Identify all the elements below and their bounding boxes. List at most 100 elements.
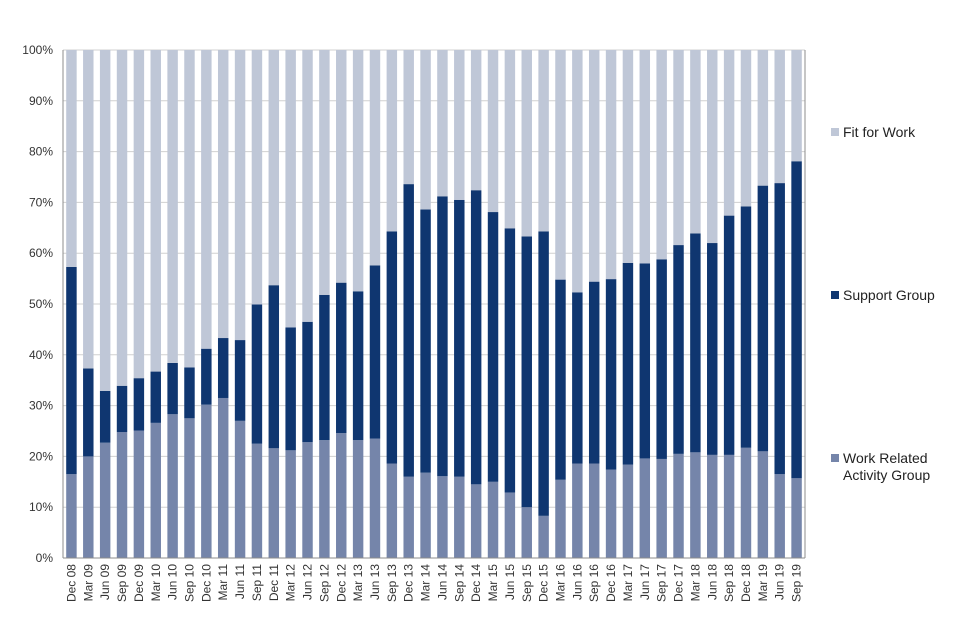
x-tick-label: Jun 10 [166,564,180,600]
bar-segment-wrag [723,454,735,558]
y-tick-label: 30% [29,399,53,413]
legend-label: Activity Group [843,467,930,483]
bar-segment-support-group [791,161,802,479]
x-tick-label: Mar 18 [688,564,702,602]
bar-segment-support-group [470,190,482,485]
bar-segment-fit-for-work [234,50,246,341]
bar-segment-fit-for-work [184,50,195,368]
bar-segment-support-group [116,385,128,433]
bar-segment-fit-for-work [572,50,583,293]
bar-segment-wrag [167,414,178,558]
bar-segment-wrag [437,476,448,558]
x-tick-label: Dec 18 [739,564,753,602]
bar-segment-support-group [622,262,634,465]
bar-segment-fit-for-work [673,50,684,246]
bar-segment-support-group [352,291,364,441]
legend-entry: Support Group [831,287,935,303]
bar-segment-wrag [150,422,161,558]
bar-segment-support-group [133,378,145,431]
bar-segment-support-group [572,292,583,464]
bar-segment-fit-for-work [150,50,161,372]
y-tick-label: 70% [29,195,53,209]
x-tick-label: Sep 10 [182,564,196,602]
bar-segment-support-group [774,183,785,475]
bar-segment-support-group [217,338,229,398]
y-tick-label: 10% [29,500,53,514]
x-tick-label: Sep 13 [385,564,399,602]
x-tick-label: Mar 17 [621,564,635,602]
x-tick-label: Jun 09 [98,564,112,600]
bar-segment-wrag [791,478,802,558]
bar-segment-support-group [319,294,330,441]
y-tick-label: 60% [29,246,53,260]
x-tick-label: Mar 13 [351,564,365,602]
bar-segment-support-group [251,304,263,444]
x-tick-label: Sep 16 [587,564,601,602]
bar-segment-support-group [369,265,381,439]
bar-segment-support-group [538,231,549,516]
bar-segment-support-group [521,236,532,508]
x-tick-label: Mar 11 [216,564,230,601]
bar-segment-support-group [605,279,617,470]
x-tick-label: Mar 14 [419,564,433,602]
x-tick-label: Jun 15 [503,564,517,600]
x-tick-label: Sep 11 [250,564,264,601]
x-tick-label: Jun 18 [705,564,719,600]
x-tick-label: Sep 15 [520,564,534,602]
x-tick-label: Dec 08 [64,564,78,602]
y-tick-label: 0% [36,551,54,565]
bar-segment-wrag [639,458,651,558]
bar-segment-wrag [572,463,583,558]
x-tick-label: Mar 09 [81,564,95,602]
bar-segment-wrag [99,442,111,558]
bar-segment-fit-for-work [707,50,718,244]
bar-segment-wrag [217,397,229,558]
bar-segment-fit-for-work [622,50,634,263]
bar-segment-wrag [268,448,280,558]
x-tick-label: Dec 13 [402,564,416,602]
bar-segment-support-group [386,231,398,464]
bar-segment-wrag [403,476,414,558]
bar-segment-fit-for-work [386,50,398,232]
x-tick-label: Mar 15 [486,564,500,602]
bar-segment-fit-for-work [116,50,128,386]
bar-segment-fit-for-work [83,50,94,369]
bar-segment-support-group [656,259,667,459]
bar-segment-fit-for-work [369,50,381,266]
bar-segment-support-group [757,185,769,452]
x-tick-label: Jun 13 [368,564,382,600]
bar-segment-wrag [690,452,701,558]
bar-segment-fit-for-work [201,50,212,349]
bar-segment-wrag [234,420,246,558]
x-tick-label: Sep 09 [115,564,129,602]
bar-segment-wrag [251,443,263,558]
bar-segment-wrag [622,464,634,558]
bar-segment-fit-for-work [420,50,431,210]
bar-segment-fit-for-work [470,50,482,191]
x-tick-label: Dec 10 [199,564,213,602]
bar-segment-support-group [83,368,94,457]
bar-segment-fit-for-work [605,50,617,280]
x-tick-label: Dec 15 [537,564,551,602]
bar-segment-support-group [184,367,195,419]
x-tick-label: Jun 17 [638,564,652,600]
bar-segment-fit-for-work [99,50,111,391]
bar-segment-wrag [588,463,600,558]
bar-segment-fit-for-work [319,50,330,295]
bar-segment-fit-for-work [555,50,566,280]
bar-segment-fit-for-work [285,50,296,328]
legend-swatch [831,291,839,299]
legend-label: Work Related [843,450,928,466]
bar-segment-fit-for-work [302,50,313,322]
legend-swatch [831,128,839,136]
bar-segment-fit-for-work [251,50,263,305]
bar-segment-wrag [116,432,128,558]
bar-segment-fit-for-work [437,50,448,197]
bar-segment-wrag [487,481,499,558]
bar-segment-fit-for-work [723,50,735,216]
bar-segment-wrag [454,476,465,558]
bar-segment-wrag [555,479,566,558]
x-tick-label: Jun 16 [570,564,584,600]
y-tick-labels: 0% 10% 20% 30% 40% 50% 60% 70% 80% 90% 100% [22,43,53,565]
